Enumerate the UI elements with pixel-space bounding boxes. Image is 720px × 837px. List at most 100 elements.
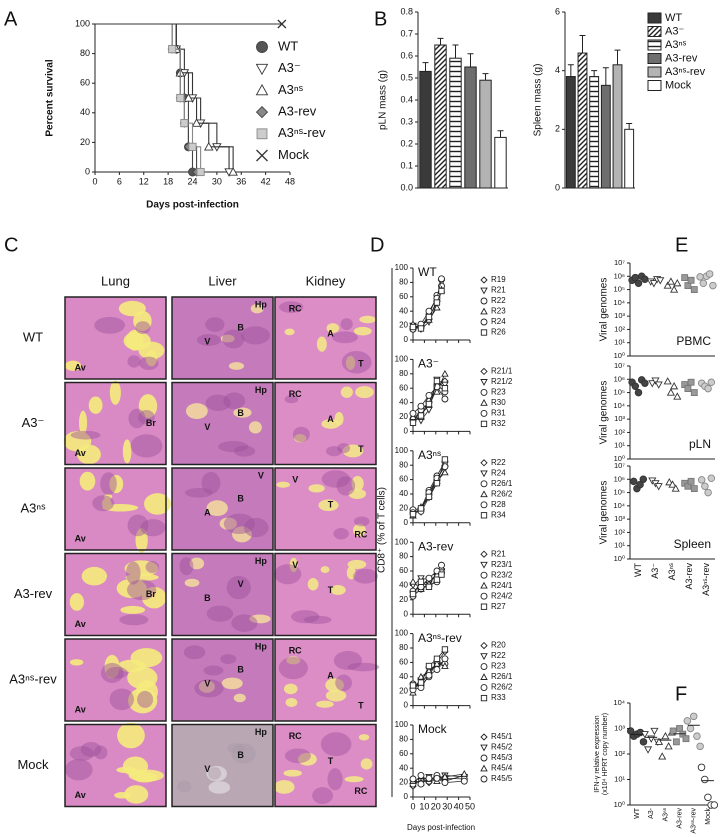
chart-title: Mock [418, 722, 448, 736]
y-tick-label: 0.8 [400, 6, 413, 16]
tissue-label: Hp [255, 300, 267, 310]
marker [704, 793, 712, 802]
row-label: A3-rev [14, 586, 53, 601]
tissue-space [284, 328, 295, 336]
tissue-space [298, 752, 317, 766]
y-tick-label: 10⁰ [614, 351, 625, 360]
tissue [172, 639, 273, 721]
y-tick-label: 10⁴ [613, 298, 625, 307]
tissue-space [325, 689, 347, 702]
marker [409, 682, 417, 689]
chart-label: Spleen [674, 537, 711, 551]
marker [183, 93, 194, 102]
tissue-label: T [328, 499, 334, 509]
x-tick-label: WT [634, 807, 641, 819]
legend-label: A3ⁿˢ [665, 39, 686, 51]
y-tick-label: 100 [75, 18, 90, 28]
y-tick-label: 10² [614, 749, 625, 758]
marker [409, 511, 417, 518]
marker [480, 398, 488, 406]
marker [441, 456, 449, 463]
marker [433, 299, 441, 306]
column-label: Lung [101, 273, 130, 288]
infiltrate [284, 748, 311, 764]
y-tick-label: 100 [395, 537, 409, 546]
infiltrate [145, 560, 160, 574]
micrograph [274, 381, 377, 466]
marker [480, 307, 488, 315]
tissue-space [248, 421, 262, 434]
marker [480, 673, 488, 680]
y-tick-label: 10¹ [614, 774, 625, 783]
infiltrate [231, 614, 258, 632]
error-bar [452, 44, 459, 59]
marker [654, 737, 664, 745]
tissue-label: T [328, 585, 334, 595]
y-tick-label: 10⁰ [614, 800, 625, 809]
infiltrate [223, 513, 255, 535]
marker [425, 406, 433, 414]
y-tick-label: 10⁴ [613, 401, 625, 410]
bar [434, 44, 447, 189]
y-tick-label: 10¹ [614, 338, 625, 347]
legend-label: R26/2 [491, 489, 513, 498]
infiltrate [333, 651, 363, 670]
y-tick-label: 20 [80, 137, 90, 147]
bar [494, 136, 507, 189]
x-tick-label: A3ⁿˢ-rev [691, 808, 698, 834]
tissue [275, 297, 376, 379]
y-tick-label: 10⁵ [614, 388, 625, 397]
marker [441, 662, 449, 669]
y-axis-label: CD8⁺ (% of T cells) [377, 487, 388, 573]
marker [480, 501, 488, 509]
tissue-label: B [237, 750, 244, 760]
marker [654, 483, 663, 491]
infiltrate [231, 743, 256, 764]
micrograph [274, 638, 380, 722]
tissue-space [286, 656, 301, 665]
tissue-space [228, 362, 245, 370]
marker [433, 377, 441, 385]
frame [171, 638, 274, 722]
marker [704, 384, 712, 393]
legend-label: Mock [665, 79, 692, 91]
marker [701, 482, 709, 490]
infiltrate [353, 516, 370, 527]
marker [650, 727, 659, 736]
x-tick-label: 12 [139, 176, 149, 186]
infiltrate [206, 605, 234, 622]
infiltrate [201, 471, 221, 494]
frame [274, 467, 377, 551]
infiltrate [119, 614, 149, 626]
y-tick-label: 20 [399, 412, 408, 421]
panel-letter: A [4, 8, 18, 30]
y-tick-label: 0 [404, 335, 409, 344]
y-tick-label: 10³ [614, 514, 625, 523]
tissue-space [185, 403, 208, 420]
tissue-space [109, 380, 121, 405]
marker [639, 475, 648, 484]
y-axis-label: pLN mass (g) [378, 70, 389, 130]
infiltrate [340, 318, 353, 331]
infiltrate [127, 514, 149, 537]
tissue-space [120, 605, 146, 614]
marker [666, 388, 675, 396]
marker [417, 578, 425, 585]
marker [480, 561, 488, 569]
marker [480, 663, 488, 671]
y-tick-label: 0 [404, 427, 409, 436]
marker [433, 387, 441, 395]
legend-label: R23 [491, 388, 506, 397]
frame [64, 723, 167, 808]
y-axis-label: IFN-γ relative expression [594, 715, 601, 793]
legend-label: R33 [491, 693, 506, 702]
marker [441, 779, 449, 787]
tissue-space [124, 560, 159, 577]
marker [690, 389, 698, 396]
marker [631, 382, 640, 390]
infiltrate [336, 476, 356, 496]
legend-label: R22 [491, 458, 506, 467]
y-tick-label: 10² [614, 324, 625, 333]
tissue-space [79, 410, 88, 435]
y-tick-label: 40 [399, 306, 408, 315]
